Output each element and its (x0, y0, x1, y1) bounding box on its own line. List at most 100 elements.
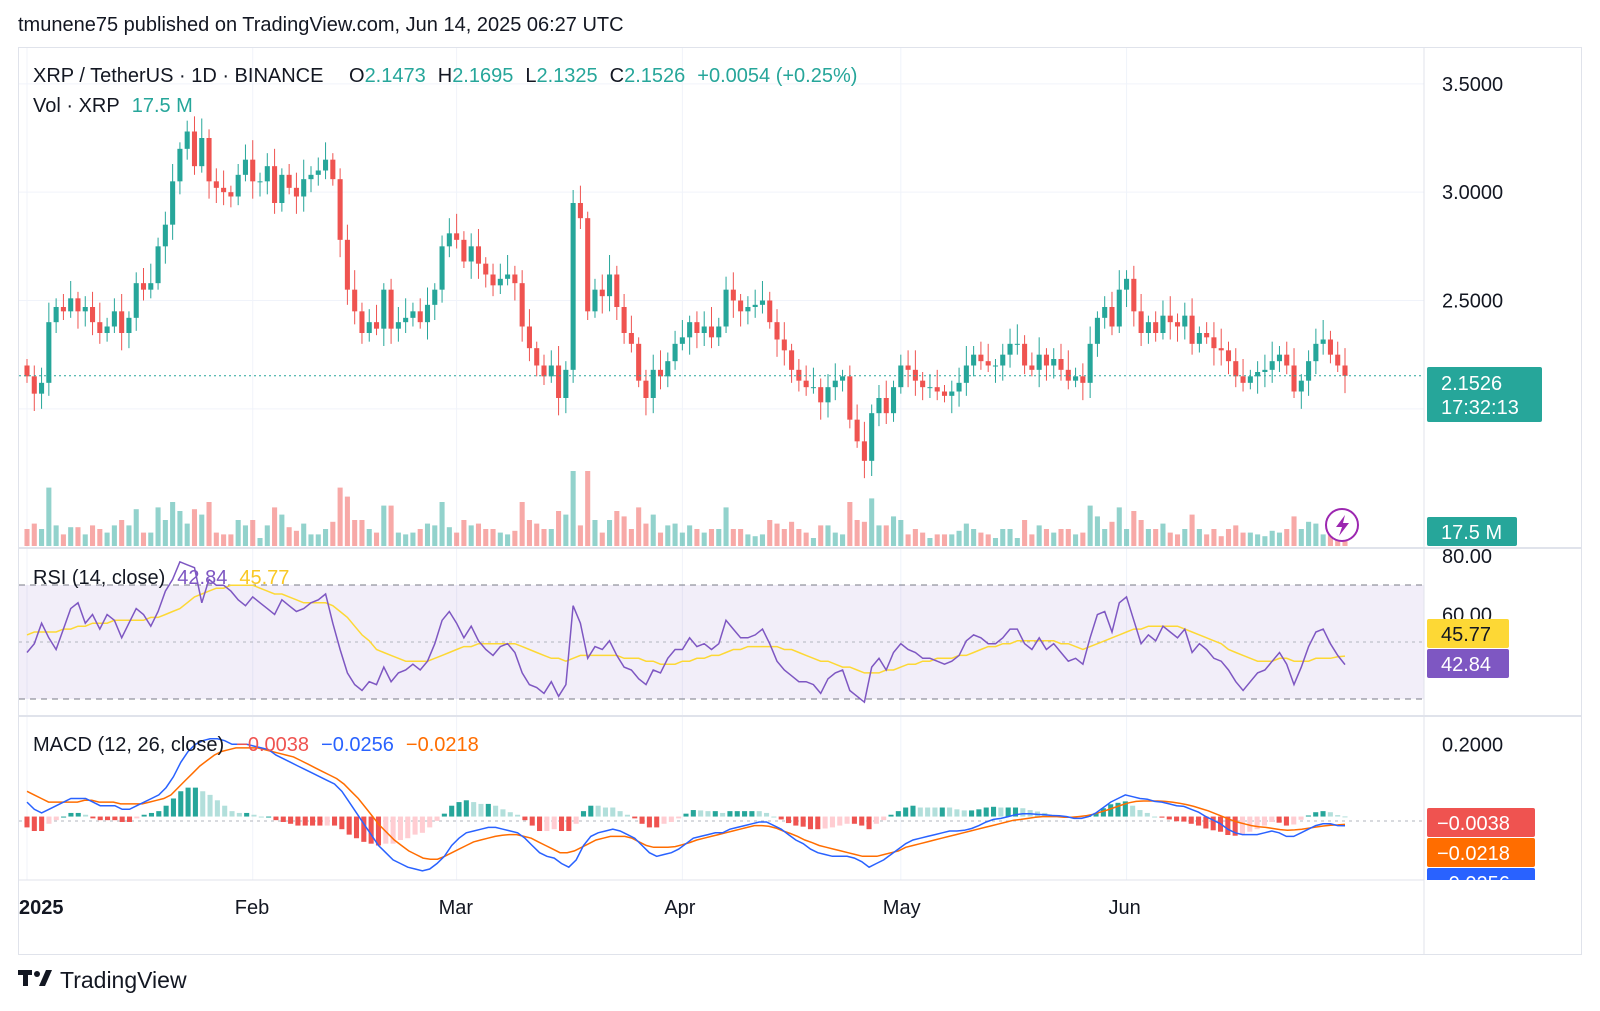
candle-body (381, 289, 387, 329)
volume-bar (650, 514, 656, 546)
candle-body (621, 307, 627, 333)
volume-bar (774, 523, 780, 546)
macd-histogram-bar (1225, 816, 1231, 835)
macd-histogram-bar (954, 809, 960, 817)
volume-bar (140, 532, 147, 546)
grid-layer (19, 48, 1424, 880)
volume-badge: 17.5 M (1427, 517, 1517, 546)
volume-bar (1102, 529, 1108, 546)
candle-body (177, 148, 183, 182)
candle-body (534, 348, 540, 366)
candle-body (279, 174, 285, 203)
time-axis[interactable]: 2025 Feb Mar Apr May Jun (19, 897, 1141, 919)
price-tick-label: 3.5000 (1442, 74, 1503, 96)
macd-histogram-bar (1115, 802, 1121, 817)
candle-body (643, 380, 649, 398)
volume-bar (177, 511, 183, 546)
volume-bar (1189, 514, 1195, 546)
candle-body (359, 311, 365, 333)
candle-body (439, 246, 445, 290)
candle-body (723, 289, 729, 327)
candle-body (133, 283, 139, 318)
candle-body (876, 398, 882, 414)
volume-bar (905, 534, 911, 546)
legend-l-value: 2.1325 (536, 65, 597, 87)
macd-histogram-bar (310, 816, 316, 826)
macd-histogram-bar (990, 806, 997, 817)
tradingview-logo[interactable]: TradingView (18, 967, 187, 994)
candle-body (519, 283, 525, 327)
macd-histogram-bar (434, 816, 440, 821)
macd-histogram-bar (148, 812, 155, 817)
candle-body (949, 391, 955, 396)
volume-bar (971, 529, 977, 546)
macd-histogram-bar (551, 816, 557, 830)
volume-bar (191, 509, 198, 546)
candle-body (1124, 278, 1130, 290)
volume-bar (920, 532, 926, 546)
last-price-badge: 2.1526 17:32:13 (1427, 367, 1542, 422)
macd-histogram-bar (207, 794, 213, 817)
volume-bar (890, 516, 897, 546)
legend-symbol[interactable]: XRP / TetherUS · 1D · BINANCE (33, 65, 323, 87)
macd-histogram-bar (1305, 815, 1311, 817)
lightning-icon[interactable] (1325, 508, 1359, 542)
candle-body (941, 391, 948, 396)
volume-bar (395, 532, 401, 546)
candle-body (1189, 315, 1195, 344)
macd-histogram-bar (1159, 816, 1165, 818)
candle-body (563, 369, 569, 398)
macd-histogram-bar (661, 816, 667, 824)
macd-histogram-bar (764, 812, 770, 817)
candle-body (628, 333, 634, 344)
chart-canvas[interactable]: 3.50003.00002.50002.000080.0060.000.2000… (19, 48, 1581, 954)
candle-body (607, 274, 613, 297)
volume-bar (1065, 529, 1071, 546)
volume-bar (250, 520, 256, 546)
legend-c-value: 2.1526 (624, 65, 685, 87)
volume-bar (563, 514, 569, 546)
candle-body (395, 322, 401, 329)
candle-body (242, 159, 248, 175)
candle-body (301, 179, 307, 197)
macd-legend-label[interactable]: MACD (12, 26, close) (33, 734, 224, 756)
macd-histogram-bar (888, 814, 894, 817)
candle-body (767, 300, 773, 323)
volume-bar (723, 507, 729, 546)
rsi-legend-label[interactable]: RSI (14, close) (33, 567, 165, 589)
volume-bar (934, 534, 940, 546)
macd-histogram-bar (822, 816, 828, 829)
candle-body (1182, 315, 1188, 327)
candle-body (119, 311, 125, 333)
volume-bar (439, 502, 445, 546)
macd-line-badge: −0.0256 (1427, 868, 1535, 880)
macd-histogram-bar (39, 816, 45, 832)
macd-histogram-bar (317, 816, 323, 826)
candle-body (330, 159, 336, 180)
volume-bar (1182, 529, 1188, 546)
candle-body (665, 361, 671, 377)
candle-body (373, 322, 380, 329)
volume-bar (1145, 529, 1151, 546)
candle-body (403, 317, 409, 323)
volume-bar (512, 530, 518, 546)
candle-body (24, 365, 30, 377)
macd-histogram-bar (105, 816, 111, 821)
candle-body (912, 369, 918, 381)
candle-body (475, 246, 482, 264)
candle-body (31, 376, 37, 394)
volume-bar (162, 520, 168, 546)
candle-body (548, 365, 554, 377)
volume-bar (985, 534, 991, 546)
volume-bar (483, 529, 489, 546)
candle-body (738, 300, 744, 312)
candle-body (759, 300, 765, 305)
time-tick-label: Mar (439, 897, 474, 919)
volume-bar (1218, 536, 1224, 546)
macd-histogram-bar (1020, 808, 1026, 817)
macd-histogram-bar (273, 816, 279, 821)
macd-tick-label: 0.2000 (1442, 734, 1503, 756)
macd-histogram-bar (383, 816, 389, 844)
time-tick-label: Feb (235, 897, 269, 919)
candle-body (1233, 361, 1239, 377)
